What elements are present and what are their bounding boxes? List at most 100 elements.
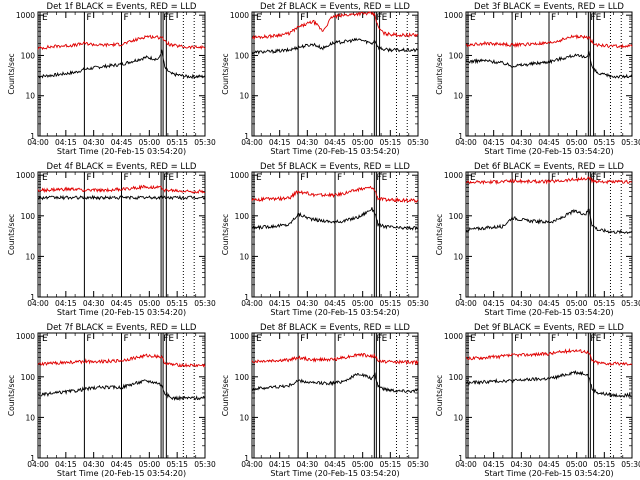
- detector-panel-7: Det 7f BLACK = Events, RED = LLD 1 10 100 10…: [7, 323, 216, 478]
- y-axis-label: Counts/sec: [7, 53, 16, 94]
- panel-title: Det 4f BLACK = Events, RED = LLD: [47, 162, 197, 172]
- detector-panel-2: Det 2f BLACK = Events, RED = LLD 1 10 100 10…: [221, 2, 429, 156]
- y-tick-label: 100: [449, 51, 464, 60]
- x-tick-label: 05:30: [407, 460, 429, 469]
- time-marker-label: F: [514, 173, 519, 183]
- x-tick-label: 05:15: [166, 460, 188, 469]
- time-marker-label: F: [590, 173, 595, 183]
- panel-title: Det 9f BLACK = Events, RED = LLD: [474, 323, 624, 333]
- time-marker-label: E: [382, 13, 388, 23]
- panel-title: Det 1f BLACK = Events, RED = LLD: [47, 2, 197, 12]
- x-tick-label: 05:00: [352, 299, 374, 308]
- lld-series-line: [37, 184, 206, 194]
- x-tick-label: 04:15: [55, 460, 77, 469]
- x-tick-label: 05:00: [139, 299, 161, 308]
- x-tick-label: 05:30: [407, 138, 429, 147]
- time-marker-label: E: [42, 334, 48, 344]
- time-marker-label: F: [163, 334, 168, 344]
- x-tick-label: 05:00: [352, 460, 374, 469]
- panel-title: Det 8f BLACK = Events, RED = LLD: [260, 323, 410, 333]
- y-axis-label: Counts/sec: [221, 53, 230, 94]
- events-series-line: [37, 49, 206, 80]
- y-tick-label: 1: [458, 454, 463, 463]
- y-tick-label: 10: [25, 92, 35, 101]
- time-marker-label: F: [337, 173, 342, 183]
- x-tick-label: 05:15: [594, 299, 616, 308]
- time-marker-label: F: [514, 334, 519, 344]
- panel-title: Det 6f BLACK = Events, RED = LLD: [474, 162, 624, 172]
- y-tick-label: 1000: [16, 171, 35, 180]
- lld-series-line: [251, 11, 419, 40]
- lld-series-line: [465, 34, 633, 49]
- time-marker-label: F: [337, 13, 342, 23]
- time-marker-label: E: [596, 13, 602, 23]
- y-tick-label: 1: [244, 454, 249, 463]
- y-tick-label: 100: [235, 373, 250, 382]
- y-tick-label: 1: [30, 132, 35, 141]
- x-tick-label: 05:00: [566, 460, 588, 469]
- x-tick-label: 04:00: [241, 138, 263, 147]
- x-tick-label: 05:00: [352, 138, 374, 147]
- time-marker-label: E: [382, 173, 388, 183]
- lld-series-line: [37, 34, 206, 51]
- x-tick-label: 04:00: [241, 460, 263, 469]
- x-tick-label: 04:00: [455, 299, 477, 308]
- y-tick-label: 100: [449, 373, 464, 382]
- time-marker-label: E: [168, 173, 174, 183]
- y-tick-label: 100: [449, 212, 464, 221]
- x-tick-label: 04:30: [297, 460, 319, 469]
- time-marker-label: F: [551, 334, 556, 344]
- y-tick-label: 1000: [230, 171, 249, 180]
- y-tick-label: 10: [453, 252, 463, 261]
- x-tick-label: 04:30: [83, 299, 105, 308]
- x-tick-label: 04:45: [111, 299, 133, 308]
- x-axis-label: Start Time (20-Feb-15 03:54:20): [270, 469, 399, 478]
- x-tick-label: 04:45: [111, 138, 133, 147]
- time-marker-label: E: [470, 334, 476, 344]
- y-tick-label: 100: [235, 51, 250, 60]
- y-tick-label: 10: [25, 413, 35, 422]
- time-marker-label: F: [124, 334, 129, 344]
- x-tick-label: 04:15: [269, 138, 291, 147]
- x-tick-label: 05:30: [621, 299, 640, 308]
- detector-panel-9: Det 9f BLACK = Events, RED = LLD 1 10 100 10…: [435, 323, 640, 478]
- time-marker-label: F: [514, 13, 519, 23]
- y-tick-label: 10: [25, 252, 35, 261]
- x-tick-label: 04:30: [511, 460, 533, 469]
- x-tick-label: 04:30: [511, 138, 533, 147]
- lld-series-line: [251, 185, 419, 204]
- events-series-line: [465, 369, 633, 399]
- time-marker-label: E: [168, 13, 174, 23]
- y-tick-label: 10: [453, 413, 463, 422]
- events-series-line: [465, 208, 633, 235]
- x-axis-label: Start Time (20-Feb-15 03:54:20): [484, 308, 613, 317]
- time-marker-label: F: [300, 173, 305, 183]
- detector-panel-4: Det 4f BLACK = Events, RED = LLD 1 10 100 10…: [7, 162, 216, 317]
- x-tick-label: 04:15: [269, 299, 291, 308]
- time-marker-label: F: [124, 173, 129, 183]
- x-tick-label: 05:00: [566, 299, 588, 308]
- time-marker-label: F: [376, 173, 381, 183]
- time-marker-label: E: [596, 334, 602, 344]
- x-axis-label: Start Time (20-Feb-15 03:54:20): [270, 308, 399, 317]
- x-tick-label: 04:30: [297, 138, 319, 147]
- y-axis-label: Counts/sec: [435, 214, 444, 255]
- y-tick-label: 1000: [444, 11, 463, 20]
- y-tick-label: 100: [21, 212, 36, 221]
- y-tick-label: 1000: [444, 171, 463, 180]
- y-axis-label: Counts/sec: [435, 53, 444, 94]
- lld-series-line: [465, 347, 633, 367]
- x-tick-label: 05:30: [194, 299, 216, 308]
- y-tick-label: 1: [244, 132, 249, 141]
- panel-title: Det 5f BLACK = Events, RED = LLD: [260, 162, 410, 172]
- x-tick-label: 04:00: [27, 138, 49, 147]
- detector-panel-5: Det 5f BLACK = Events, RED = LLD 1 10 100 10…: [221, 162, 429, 317]
- y-tick-label: 1: [30, 454, 35, 463]
- time-marker-label: F: [300, 334, 305, 344]
- x-tick-label: 04:15: [55, 138, 77, 147]
- time-marker-label: E: [470, 173, 476, 183]
- x-axis-label: Start Time (20-Feb-15 03:54:20): [270, 147, 399, 156]
- detector-panel-1: Det 1f BLACK = Events, RED = LLD 1 10 100 10…: [7, 2, 216, 156]
- time-marker-label: E: [256, 334, 262, 344]
